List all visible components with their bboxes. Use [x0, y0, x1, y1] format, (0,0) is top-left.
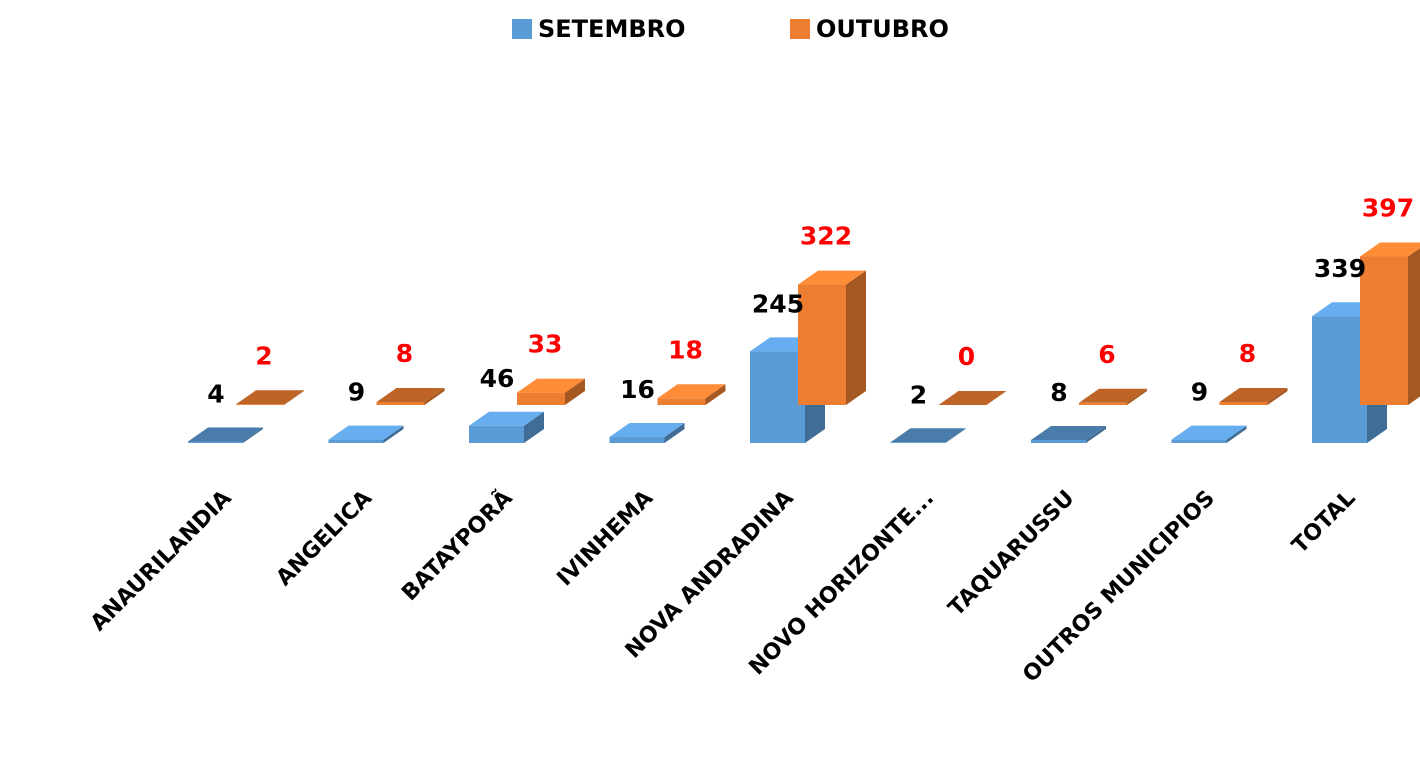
data-label: 6	[1098, 340, 1115, 369]
bar-front	[750, 351, 805, 443]
data-label: 9	[348, 378, 365, 407]
bar-top	[938, 391, 1007, 405]
bar	[890, 428, 966, 443]
bar-top	[376, 388, 445, 403]
bar-top	[469, 411, 544, 426]
bar-front	[517, 392, 565, 405]
data-label: 322	[800, 222, 852, 251]
bar-front	[609, 437, 665, 443]
bar-front	[469, 425, 524, 443]
bar	[188, 427, 263, 443]
bar-front	[1219, 402, 1268, 405]
legend-swatch	[790, 19, 810, 39]
bar-top	[1171, 425, 1247, 440]
bar-side	[846, 270, 866, 405]
data-label: 18	[668, 335, 703, 364]
bar-front	[1079, 402, 1127, 405]
x-tick-label: ANGELICA	[272, 486, 377, 591]
bar-front	[376, 402, 425, 405]
data-label: 0	[958, 342, 975, 371]
data-label: 33	[528, 330, 563, 359]
bar-top	[517, 378, 585, 393]
data-label: 16	[620, 375, 655, 404]
data-label: 9	[1191, 378, 1208, 407]
bar-top	[188, 427, 263, 442]
bar-front	[236, 404, 284, 405]
bar-front	[188, 441, 243, 443]
x-tick-label: TAQUARUSSU	[944, 486, 1079, 621]
bar-side	[705, 384, 726, 405]
bar	[609, 423, 685, 443]
bar	[1171, 425, 1247, 443]
bar	[1219, 388, 1288, 405]
x-tick-label: TOTAL	[1288, 486, 1361, 559]
bar-top	[1031, 426, 1106, 441]
bar-side	[565, 378, 585, 405]
data-label: 8	[1050, 378, 1067, 407]
bar-side	[1086, 426, 1106, 443]
bar-front	[1031, 440, 1086, 443]
bar-side	[383, 425, 404, 443]
bar-front	[1171, 439, 1227, 443]
bar-side	[424, 388, 445, 405]
legend-label: OUTUBRO	[816, 15, 949, 43]
bar-side	[945, 428, 966, 443]
bar	[1079, 388, 1147, 405]
bar-side	[1408, 248, 1420, 405]
legend-swatch	[512, 19, 532, 39]
data-label: 397	[1362, 194, 1414, 223]
bar	[469, 411, 544, 443]
bar-front	[798, 284, 846, 405]
bar	[657, 384, 726, 405]
bar-side	[1127, 388, 1147, 405]
bar-side	[284, 390, 304, 405]
bar	[1031, 426, 1106, 443]
bar	[798, 270, 866, 405]
bar-top	[657, 384, 726, 399]
bar-top	[1360, 242, 1420, 257]
bar-top	[798, 270, 866, 285]
bar-top	[890, 428, 966, 443]
x-tick-label: BATAYPORÃ	[397, 485, 518, 606]
data-label: 2	[910, 380, 927, 409]
bar-side	[243, 427, 263, 443]
bar-top	[328, 425, 404, 440]
bar	[236, 390, 304, 405]
bar	[1360, 242, 1420, 405]
bar-side	[524, 411, 544, 443]
bar	[328, 425, 404, 443]
bar-top	[1219, 388, 1288, 403]
data-label: 2	[255, 341, 272, 370]
data-label: 245	[752, 289, 804, 318]
bar-side	[1226, 425, 1247, 443]
x-tick-label: IVINHEMA	[553, 486, 658, 591]
legend-label: SETEMBRO	[538, 15, 686, 43]
bar-front	[328, 439, 384, 443]
bar-top	[1079, 388, 1147, 403]
bar-side	[1267, 388, 1288, 405]
x-tick-label: ANAURILANDIA	[86, 486, 236, 636]
data-label: 339	[1314, 254, 1366, 283]
bar-top	[609, 423, 685, 438]
bar-top	[236, 390, 304, 405]
bar-front	[1312, 316, 1367, 443]
bar	[938, 391, 1007, 405]
bar-front	[890, 442, 946, 443]
bar-side	[664, 423, 685, 443]
bar-front	[1360, 256, 1408, 405]
bar	[517, 378, 585, 405]
bar-front	[657, 398, 706, 405]
data-label: 4	[207, 380, 224, 409]
data-label: 8	[1239, 339, 1256, 368]
data-label: 46	[480, 364, 515, 393]
data-label: 8	[396, 339, 413, 368]
bar	[376, 388, 445, 405]
